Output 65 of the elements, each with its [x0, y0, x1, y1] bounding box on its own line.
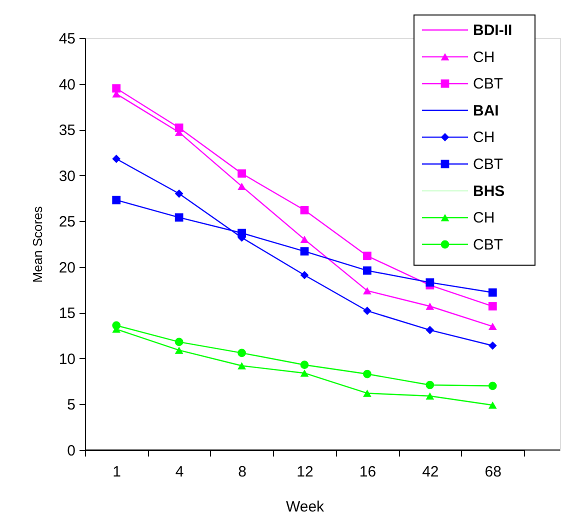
point — [488, 382, 497, 390]
legend-label: BAI — [473, 102, 499, 120]
point — [238, 182, 246, 190]
point — [426, 302, 434, 310]
point — [426, 380, 434, 390]
point — [300, 206, 309, 214]
point — [363, 390, 372, 397]
point — [238, 228, 246, 238]
point — [363, 252, 372, 260]
x-axis-title: Week — [286, 498, 325, 515]
y-tick-label: 10 — [58, 350, 76, 368]
point — [300, 270, 309, 280]
point — [300, 360, 309, 370]
y-axis-title: Mean Scores — [30, 206, 45, 283]
point — [488, 341, 497, 350]
point — [174, 346, 184, 354]
x-tick-label: 42 — [422, 464, 439, 480]
point — [300, 247, 309, 256]
point — [300, 236, 309, 244]
y-tick-label: 40 — [58, 76, 76, 94]
point — [174, 189, 184, 198]
point — [488, 322, 497, 330]
point — [174, 338, 184, 346]
point — [363, 287, 372, 294]
x-tick-label: 16 — [359, 464, 376, 480]
x-tick-label: 68 — [484, 464, 502, 480]
point — [426, 278, 434, 287]
point — [112, 84, 121, 93]
point — [112, 196, 121, 204]
point — [238, 169, 246, 178]
point — [238, 348, 246, 358]
point — [363, 370, 372, 378]
y-tick-label: 45 — [58, 30, 76, 48]
point — [112, 154, 121, 164]
y-tick-label: 0 — [67, 442, 76, 460]
legend-label: CBT — [473, 76, 503, 93]
x-tick-label: 8 — [238, 464, 246, 480]
x-tick-label: 12 — [296, 464, 314, 480]
legend-label: CH — [473, 210, 495, 227]
point — [426, 392, 434, 400]
point — [363, 306, 372, 316]
y-tick-label: 25 — [58, 214, 76, 231]
x-tick-label: 4 — [175, 464, 184, 480]
y-tick-label: 30 — [58, 168, 76, 185]
y-tick-label: 15 — [58, 305, 76, 322]
point — [174, 213, 184, 222]
point — [238, 362, 246, 370]
point — [488, 302, 497, 310]
legend-label: CH — [473, 48, 495, 66]
x-tick-label: 1 — [112, 464, 122, 480]
point — [488, 288, 497, 297]
legend-label: BDI-II — [473, 22, 512, 39]
legend-label: BHS — [473, 182, 505, 200]
legend-label: CBT — [473, 236, 503, 254]
point — [488, 402, 497, 409]
legend-label: CH — [473, 129, 495, 146]
legend-label: CBT — [473, 156, 503, 173]
point — [112, 321, 121, 330]
point — [363, 266, 372, 275]
point — [174, 124, 184, 132]
point — [300, 369, 309, 377]
y-tick-label: 5 — [67, 396, 76, 414]
y-tick-label: 35 — [58, 122, 76, 140]
point — [426, 326, 434, 334]
y-tick-label: 20 — [58, 259, 76, 276]
